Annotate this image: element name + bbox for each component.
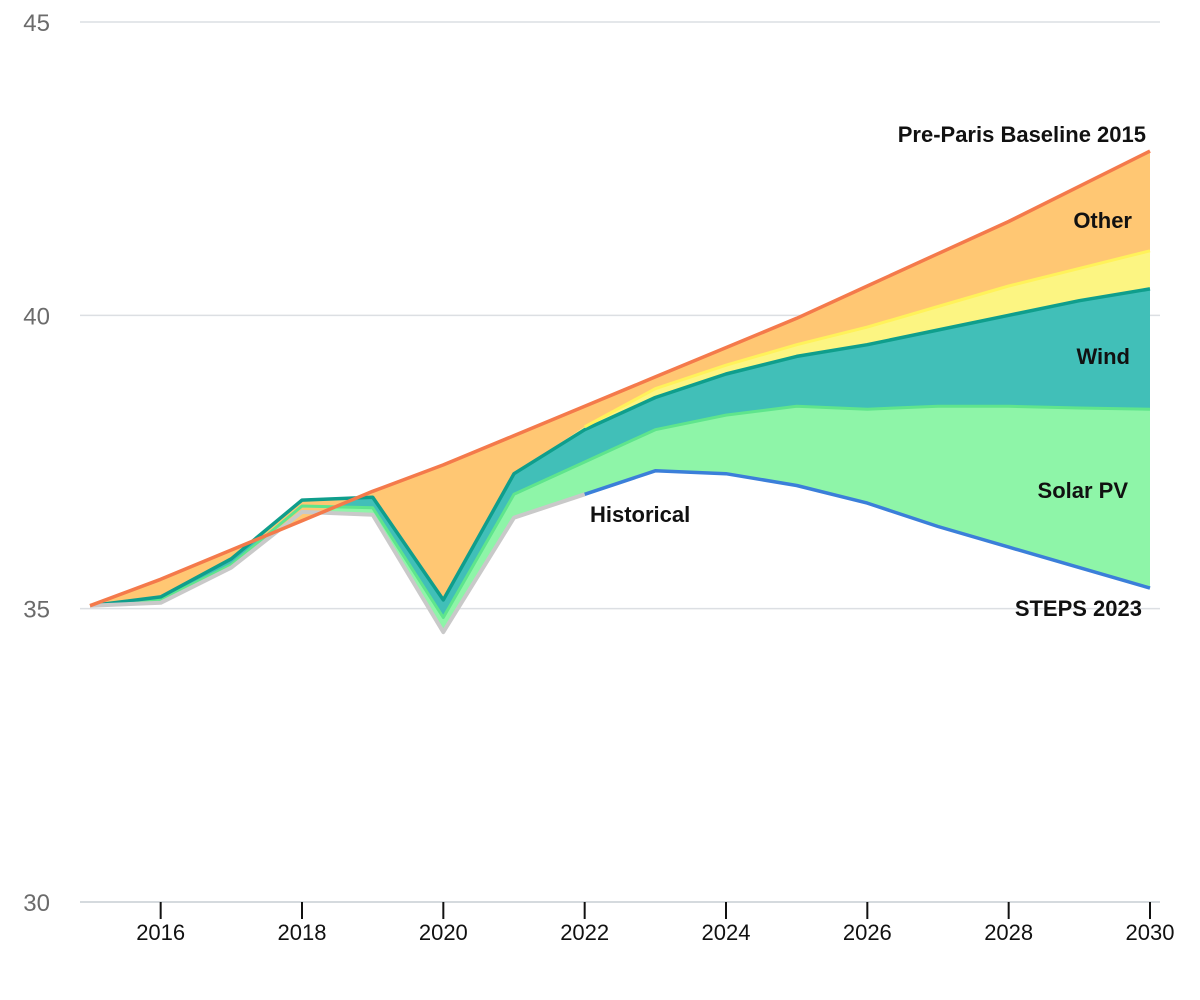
wind-line <box>89 287 1151 608</box>
y-tick-label: 40 <box>23 303 50 330</box>
baseline-line <box>89 149 1151 608</box>
wind-area <box>90 288 1150 618</box>
x-tick-label: 2018 <box>278 920 327 945</box>
other-annotation: Other <box>1073 208 1132 233</box>
historical-line <box>89 492 586 635</box>
baseline-annotation: Pre-Paris Baseline 2015 <box>898 122 1146 147</box>
x-tick-label: 2020 <box>419 920 468 945</box>
other-line <box>583 249 1151 429</box>
x-axis <box>80 901 1160 919</box>
x-tick-label: 2030 <box>1126 920 1175 945</box>
historical-annotation: Historical <box>590 502 690 527</box>
annotations: Pre-Paris Baseline 2015 Other Wind Solar… <box>590 122 1146 621</box>
x-tick-label: 2016 <box>136 920 185 945</box>
x-axis-ticks: 2016 2018 2020 2022 2024 2026 2028 2030 <box>136 920 1174 945</box>
x-tick-label: 2024 <box>702 920 751 945</box>
x-tick-label: 2022 <box>560 920 609 945</box>
y-tick-label: 30 <box>23 890 50 917</box>
y-tick-label: 35 <box>23 597 50 624</box>
y-axis-ticks: 30 35 40 45 <box>23 10 50 917</box>
y-tick-label: 45 <box>23 10 50 37</box>
x-tick-label: 2028 <box>984 920 1033 945</box>
steps-annotation: STEPS 2023 <box>1015 596 1142 621</box>
solar-pv-annotation: Solar PV <box>1038 478 1129 503</box>
series-lines <box>89 149 1151 635</box>
solar-pv-area <box>90 406 1150 633</box>
x-tick-label: 2026 <box>843 920 892 945</box>
steps-line <box>584 469 1151 590</box>
wind-annotation: Wind <box>1076 344 1130 369</box>
